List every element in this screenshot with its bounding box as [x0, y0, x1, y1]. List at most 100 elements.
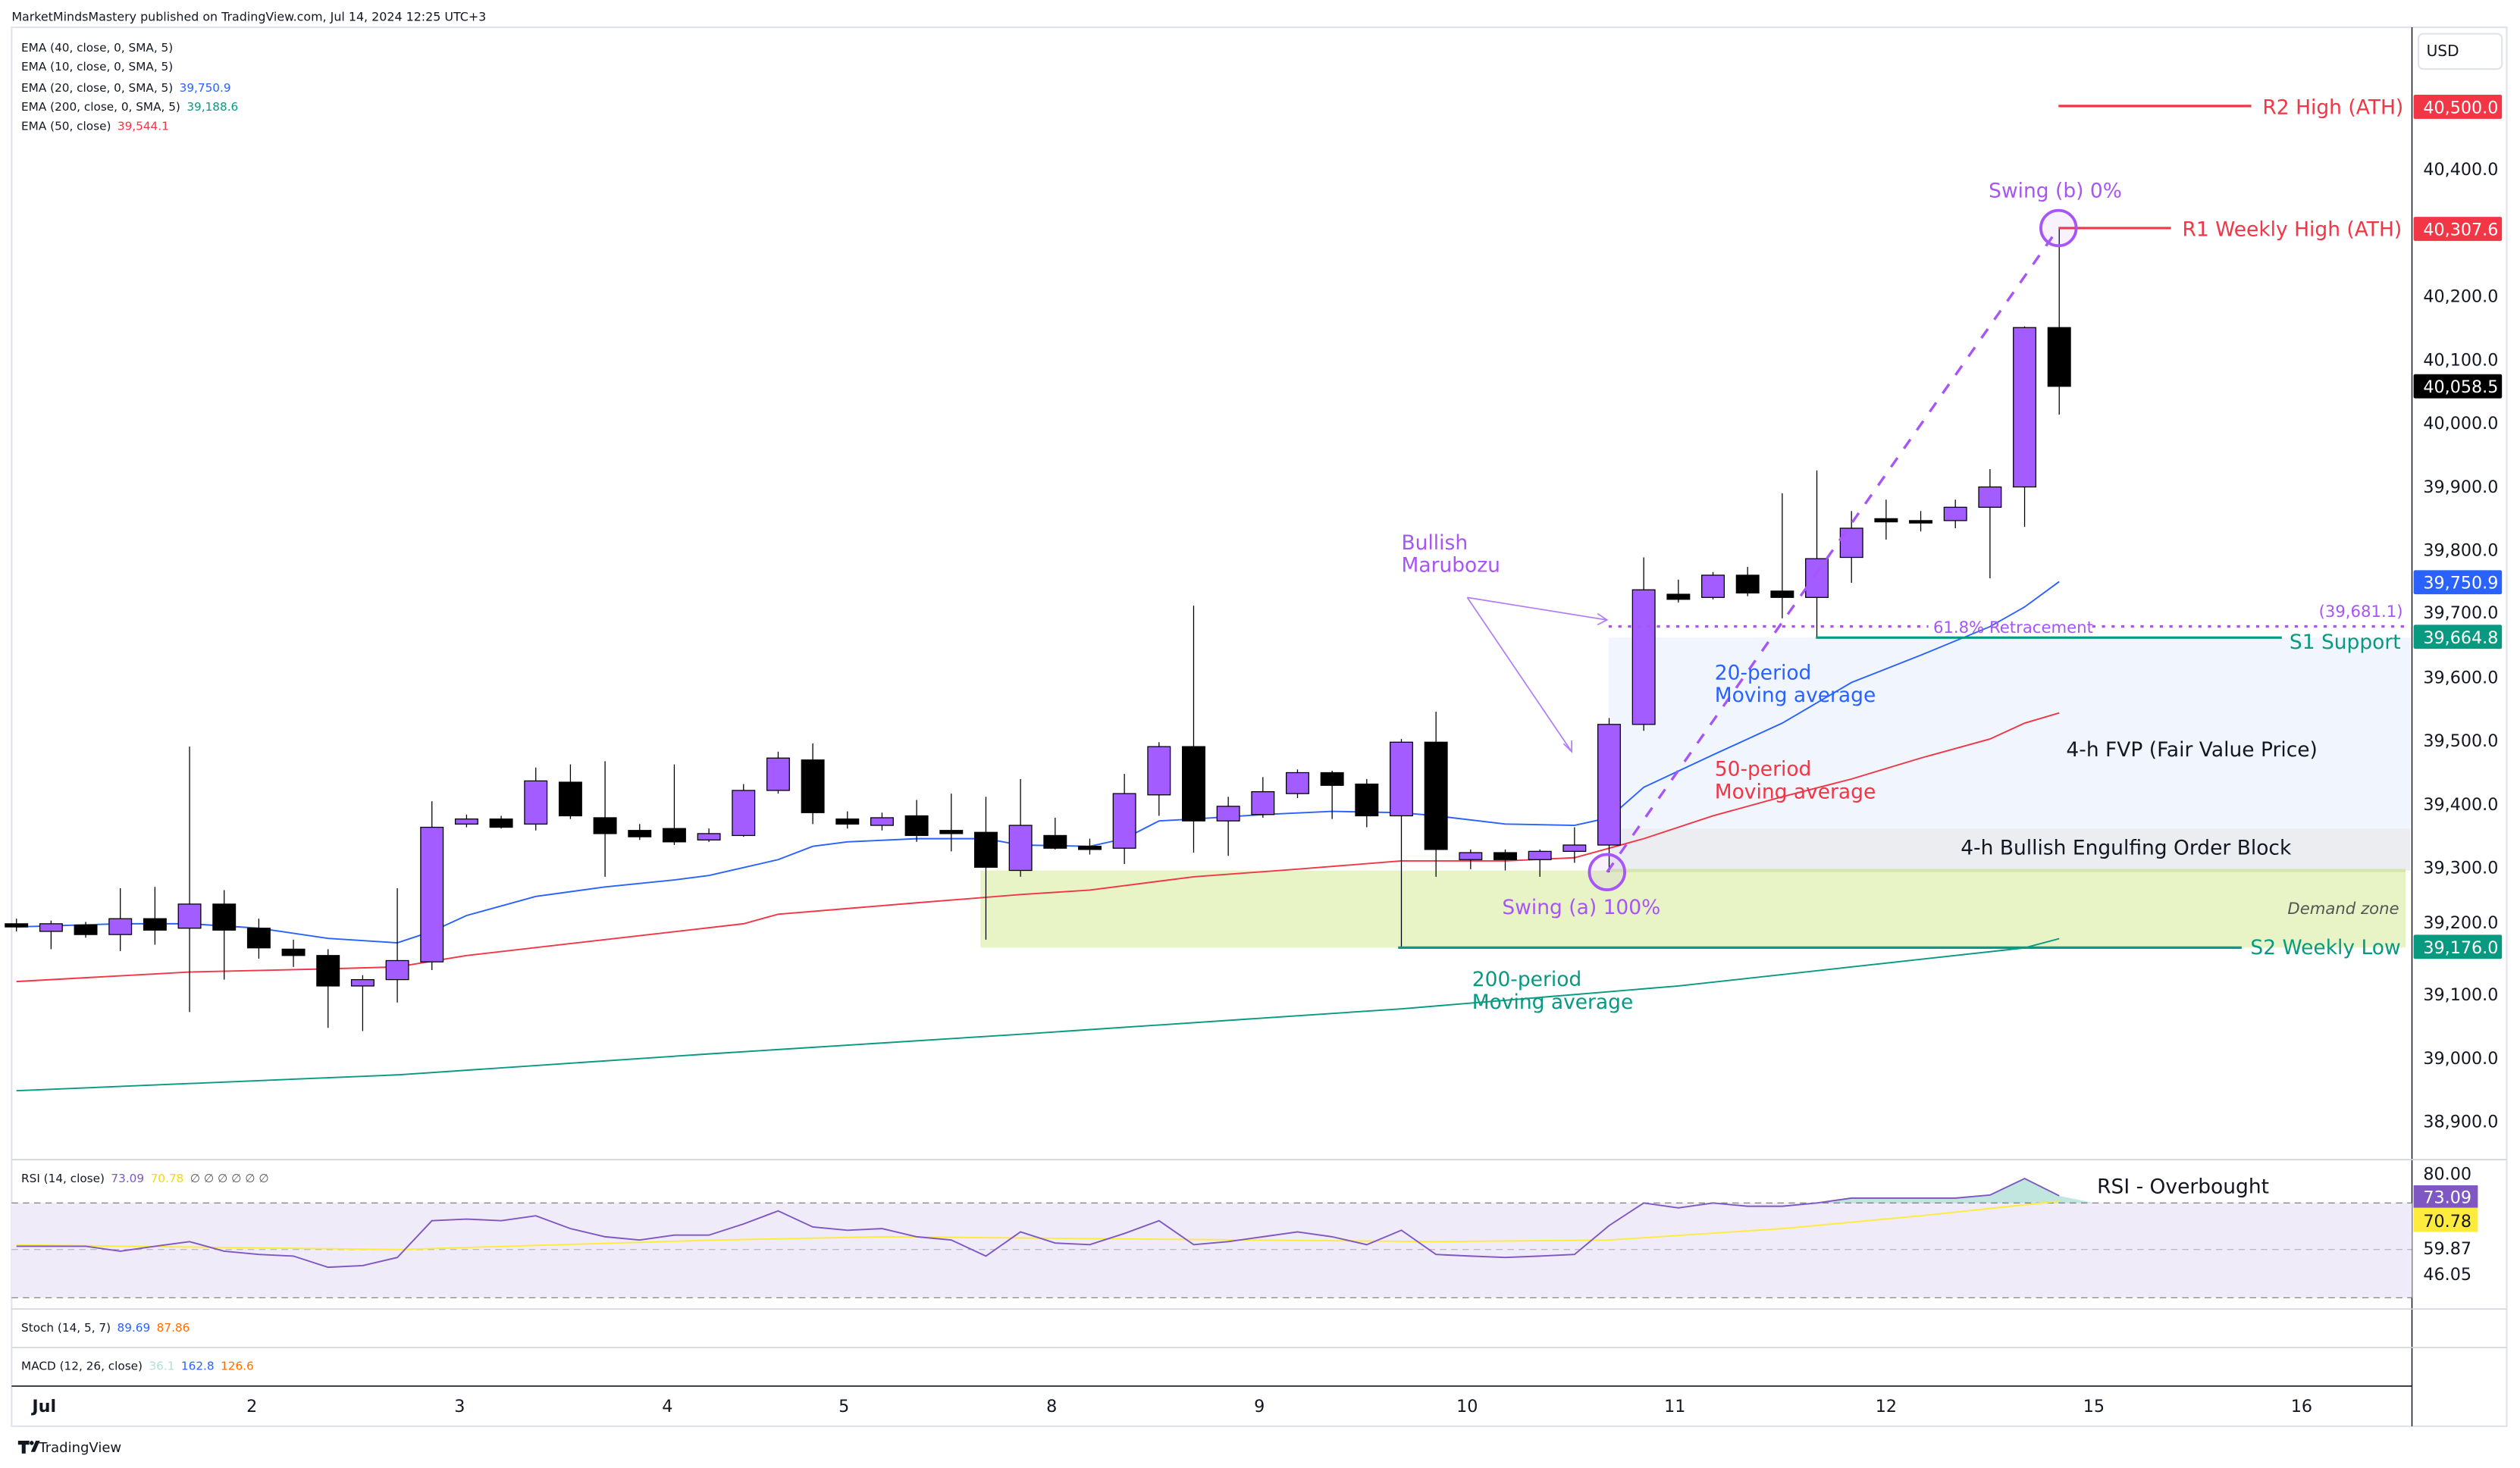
published-caption: MarketMindsMastery published on TradingV…	[11, 10, 486, 24]
currency-button[interactable]	[2417, 33, 2503, 70]
candle	[1424, 712, 1448, 877]
candle-body-bearish	[1424, 741, 1448, 850]
legend-ema50[interactable]: EMA (50, close) 39,544.1	[21, 120, 169, 133]
candle-body-bullish	[39, 923, 63, 932]
ma20-label-1: 20-period	[1715, 661, 1812, 684]
r1-label: R1 Weekly High (ATH)	[2182, 218, 2402, 242]
legend-ema20[interactable]: EMA (20, close, 0, SMA, 5) 39,750.9	[21, 81, 231, 95]
fvp-zone	[1608, 637, 2411, 829]
candle-body-bearish	[1494, 852, 1517, 860]
legend-ema200[interactable]: EMA (200, close, 0, SMA, 5) 39,188.6	[21, 100, 238, 114]
rsi-legend[interactable]: RSI (14, close) 73.09 70.78 ∅ ∅ ∅ ∅ ∅ ∅	[21, 1172, 269, 1185]
candle-body-bullish	[766, 757, 790, 791]
rsi-ma-value-tag	[2413, 1207, 2478, 1232]
candle-body-bearish	[662, 828, 686, 843]
tradingview-logo-icon	[17, 1440, 40, 1454]
legend-ema40[interactable]: EMA (40, close, 0, SMA, 5)	[21, 41, 173, 55]
candle	[212, 890, 237, 980]
candle	[1286, 769, 1309, 799]
r1-price-tag	[2413, 217, 2503, 241]
price-tick-label: 40,100.0	[2423, 350, 2498, 370]
candle	[1182, 606, 1205, 853]
candle-body-bearish	[143, 918, 167, 931]
candle-body-bullish	[108, 918, 133, 935]
rsi-axis-5987: 59.87	[2423, 1239, 2471, 1259]
candle	[1320, 770, 1344, 819]
swing-a-circle	[1588, 853, 1626, 891]
candle-body-bearish	[904, 815, 929, 837]
s1-label: S1 Support	[2290, 631, 2401, 654]
marubozu-label-2: Marubozu	[1401, 553, 1500, 577]
rsi-line	[16, 1177, 2060, 1269]
candle	[5, 919, 29, 931]
candle-body-bearish	[246, 928, 271, 949]
candle	[420, 801, 444, 971]
swing-b-circle	[2039, 208, 2078, 248]
time-tick-label: 8	[1046, 1397, 1057, 1416]
price-axis[interactable]: 40,400.0 40,200.0 40,100.0 40,000.0 39,900.0…	[2423, 160, 2498, 1132]
candle-body-bullish	[1216, 806, 1240, 822]
candle	[1494, 849, 1517, 871]
candle-body-bullish	[1631, 589, 1656, 725]
candle	[1251, 777, 1275, 818]
candle-body-bearish	[316, 955, 340, 987]
candle-body-bearish	[2047, 327, 2071, 387]
candle-body-bearish	[801, 759, 825, 813]
time-tick-label: 16	[2291, 1397, 2312, 1416]
price-tick-label: 39,900.0	[2423, 477, 2498, 497]
candle-body-bullish	[385, 959, 409, 981]
candle-body-bearish	[281, 948, 306, 956]
price-tick-label: 40,400.0	[2423, 160, 2498, 180]
candle	[801, 743, 825, 825]
candle	[1943, 499, 1967, 528]
candle	[1562, 827, 1587, 863]
candle	[2047, 228, 2071, 415]
candle	[454, 814, 478, 828]
candle	[1597, 718, 1621, 873]
candle	[1978, 469, 2002, 579]
time-tick-label: 2	[246, 1397, 257, 1416]
price-tick-label: 40,000.0	[2423, 414, 2498, 434]
candle	[1043, 817, 1067, 850]
candle-body-bullish	[1562, 844, 1587, 853]
demand-zone	[980, 870, 2406, 948]
ema-line-ema-50	[16, 712, 2060, 983]
candles	[5, 228, 2071, 1031]
candle-body-bullish	[1459, 852, 1483, 860]
s2-price-tag	[2413, 934, 2503, 959]
candle-body-bullish	[177, 903, 202, 929]
macd-legend[interactable]: MACD (12, 26, close) 36.1 162.8 126.6	[21, 1360, 254, 1373]
svg-text:39,176.0: 39,176.0	[2423, 938, 2498, 958]
candle	[1909, 511, 1933, 532]
candle-body-bullish	[1805, 558, 1829, 598]
candle-body-bullish	[2013, 327, 2037, 488]
rsi-value-tag	[2413, 1185, 2478, 1208]
candle	[835, 811, 860, 829]
candle-body-bearish	[489, 819, 513, 828]
candle-body-bearish	[1666, 593, 1691, 600]
candle	[973, 797, 998, 940]
candle-body-bearish	[1320, 772, 1344, 786]
indicator-legend: EMA (40, close, 0, SMA, 5) EMA (10, clos…	[21, 41, 238, 133]
legend-ema10[interactable]: EMA (10, close, 0, SMA, 5)	[21, 60, 173, 74]
last-price-tag	[2413, 374, 2503, 399]
time-axis[interactable]: Jul 2 3 4 5 8 9 10 11 12 15 16	[30, 1397, 2312, 1416]
time-tick-label: 11	[1664, 1397, 1685, 1416]
time-tick-label: 9	[1254, 1397, 1265, 1416]
candle	[1390, 739, 1413, 948]
stoch-legend[interactable]: Stoch (14, 5, 7) 89.69 87.86	[21, 1321, 190, 1335]
currency-label: USD	[2427, 42, 2459, 60]
candle	[350, 975, 375, 1031]
candle	[870, 812, 894, 831]
price-tick-label: 39,000.0	[2423, 1049, 2498, 1069]
candle-body-bullish	[420, 826, 444, 962]
ema20-price-tag	[2413, 570, 2503, 595]
price-tick-label: 39,700.0	[2423, 603, 2498, 623]
candle-body-bullish	[1943, 506, 1967, 521]
candle	[593, 761, 617, 877]
svg-text:70.78: 70.78	[2423, 1212, 2471, 1232]
candle-body-bullish	[454, 819, 478, 825]
fvp-label: 4-h FVP (Fair Value Price)	[2066, 738, 2317, 762]
demand-zone-label: Demand zone	[2287, 899, 2399, 918]
